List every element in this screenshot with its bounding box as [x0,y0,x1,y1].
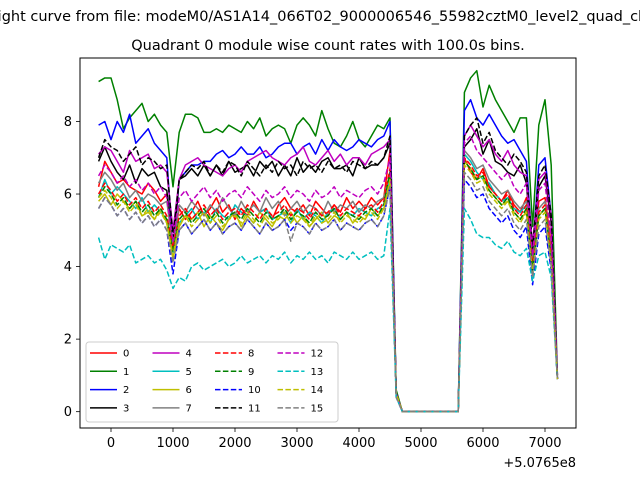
legend-label-12: 12 [311,349,324,360]
y-tick-label-6: 6 [64,188,72,203]
legend-frame [85,341,339,423]
series-line-12 [97,135,559,413]
legend-label-10: 10 [248,385,261,396]
y-tick-label-8: 8 [64,115,72,130]
chart-title: Quadrant 0 module wise count rates with … [131,38,525,54]
x-tick-label-2000: 2000 [218,436,251,451]
legend-label-4: 4 [186,349,192,360]
y-tick-label-2: 2 [64,333,72,348]
legend-label-3: 3 [123,403,129,414]
legend-label-13: 13 [311,367,324,378]
legend-label-9: 9 [248,367,254,378]
legend-label-0: 0 [123,349,129,360]
legend-label-11: 11 [248,403,261,414]
series-line-10 [97,178,559,413]
legend-label-14: 14 [311,385,324,396]
series-line-13 [97,207,559,413]
x-offset-label: +5.0765e8 [503,456,576,471]
figure-suptitle: Plot of light curve from file: modeM0/AS… [0,9,640,25]
series-line-14 [98,164,559,413]
legend-label-15: 15 [311,403,324,414]
legend-label-2: 2 [123,385,129,396]
legend-label-5: 5 [186,367,192,378]
ticks-layer: 0 1000 2000 3000 4000 5000 6000 7000 0 2 4 6 8 [64,115,562,451]
x-tick-label-3000: 3000 [280,436,313,451]
series-line-11 [97,117,559,413]
axes-frame [79,57,577,429]
legend-label-7: 7 [186,403,192,414]
y-tick-label-0: 0 [64,405,72,420]
series-line-15 [97,171,559,413]
y-tick-label-4: 4 [64,260,72,275]
x-tick-label-6000: 6000 [466,436,499,451]
series-layer [97,69,559,413]
legend-label-6: 6 [186,385,192,396]
x-tick-label-4000: 4000 [342,436,375,451]
x-tick-label-1000: 1000 [156,436,189,451]
x-tick-label-0: 0 [107,436,115,451]
series-line-1 [98,69,559,413]
legend-label-8: 8 [248,349,254,360]
legend-label-1: 1 [123,367,129,378]
x-tick-label-5000: 5000 [404,436,437,451]
x-tick-label-7000: 7000 [528,436,561,451]
